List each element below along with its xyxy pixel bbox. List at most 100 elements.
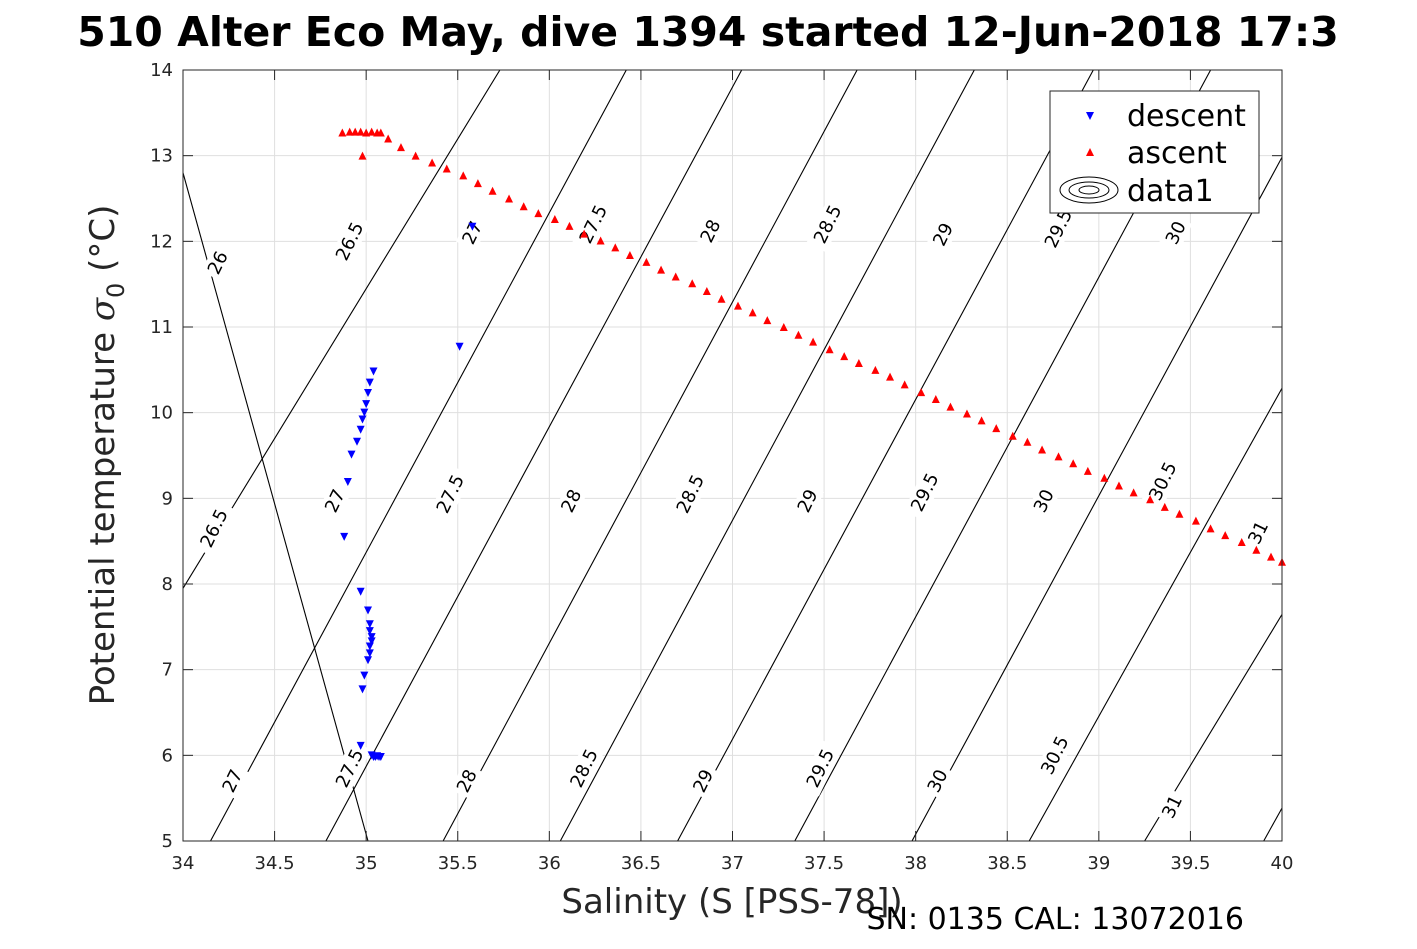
contour-line (325, 70, 743, 841)
y-axis-label-unit: (°C) (83, 205, 123, 283)
contour-label-bg (791, 482, 825, 520)
x-tick-label: 40 (1271, 853, 1294, 874)
contour-label-bg (1241, 514, 1275, 551)
y-axis-ticks: 5 6 7 8 9 10 11 12 13 14 (150, 60, 1282, 852)
contour-label-bg (328, 740, 371, 797)
descent-point (363, 388, 372, 397)
descent-point (343, 478, 352, 487)
ascent-point (931, 394, 940, 403)
contour-line (911, 156, 1282, 841)
ascent-point (550, 215, 559, 224)
contour-label-bg (1159, 214, 1193, 252)
ascent-point (657, 265, 666, 274)
ascent-point (580, 229, 589, 238)
ascent-point (886, 372, 895, 381)
ascent-point (1160, 502, 1169, 511)
ascent-point (376, 128, 385, 137)
descent-point (363, 606, 372, 615)
legend-ascent-label: ascent (1127, 136, 1227, 171)
legend-data1-label: data1 (1127, 174, 1214, 209)
descent-point (365, 620, 374, 629)
descent-point (365, 378, 374, 387)
ascent-point (840, 352, 849, 361)
ascent-point (854, 358, 863, 367)
descent-point (365, 627, 374, 636)
y-tick-label: 8 (162, 574, 173, 595)
y-tick-label: 12 (150, 231, 173, 252)
contour-label-bg (926, 216, 960, 253)
ascent-point (748, 308, 757, 317)
descent-point (468, 222, 477, 231)
descent-point (353, 437, 362, 446)
grid (182, 69, 1283, 842)
ascent-point (900, 380, 909, 389)
contour-label-bg (1037, 200, 1080, 257)
contour-label-bg (686, 762, 720, 800)
contour-line (183, 70, 501, 589)
y-axis-label-sigma: σ (83, 297, 123, 321)
contour-label-bg (318, 482, 352, 520)
ascent-point (1114, 481, 1123, 490)
contour-label-bg (799, 740, 842, 797)
contour-line (442, 70, 858, 841)
descent-point (356, 587, 365, 596)
contour-line (677, 70, 1094, 841)
density-contours (183, 70, 1282, 841)
descent-point (356, 425, 365, 434)
contour-label-bg (554, 482, 588, 520)
ascent-point (611, 243, 620, 252)
x-tick-label: 35.5 (438, 853, 478, 874)
x-tick-label: 38 (904, 853, 927, 874)
y-axis-label: Potential temperature σ0 (°C) (83, 205, 130, 706)
contour-label: 30 (921, 762, 955, 800)
legend-descent-marker (1086, 112, 1094, 120)
y-tick-label: 10 (150, 403, 173, 424)
descent-point (369, 367, 378, 376)
ascent-point (962, 409, 971, 418)
y-tick-label: 5 (162, 831, 173, 852)
ascent-point (1038, 445, 1047, 454)
contour-label-bg (903, 464, 947, 521)
ascent-point (642, 257, 651, 266)
ascent-point (733, 301, 742, 310)
legend-ascent-marker (1086, 148, 1094, 156)
descent-point (347, 450, 356, 459)
descent-point (367, 637, 376, 646)
contour-line (1028, 387, 1282, 841)
ascent-point (396, 143, 405, 152)
ascent-point (763, 316, 772, 325)
ascent-point (1054, 452, 1063, 461)
ascent-point (1083, 466, 1092, 475)
contour-line (559, 70, 975, 841)
descent-point (363, 656, 372, 665)
x-tick-label: 34.5 (255, 853, 295, 874)
ascent-point (825, 345, 834, 354)
ascent-point (1252, 545, 1261, 554)
ascent-point (1129, 488, 1138, 497)
contour-label-bg (216, 762, 249, 800)
descent-point (356, 741, 365, 750)
ascent-point (358, 151, 367, 160)
x-tick-label: 38.5 (987, 853, 1027, 874)
ascent-point (1146, 495, 1155, 504)
ascent-point (345, 127, 354, 136)
contour-line (1263, 806, 1282, 841)
ascent-point (794, 330, 803, 339)
descent-point (358, 415, 367, 424)
descent-point (365, 642, 374, 651)
ascent-point (1206, 524, 1215, 533)
contour-label: 30 (1159, 214, 1193, 252)
legend-box (1049, 90, 1260, 214)
ascent-point (1023, 437, 1032, 446)
x-tick-label: 39.5 (1170, 853, 1210, 874)
contour-label-bg (1027, 482, 1061, 520)
ascent-point (411, 151, 420, 160)
y-axis-label-subscript: 0 (102, 283, 130, 298)
x-axis-label: Salinity (S [PSS-78]) (561, 882, 902, 922)
ascent-point (977, 416, 986, 425)
ascent-point (809, 337, 818, 346)
contour-line (210, 70, 627, 841)
serial-calibration-note: SN: 0135 CAL: 13072016 (866, 902, 1244, 937)
